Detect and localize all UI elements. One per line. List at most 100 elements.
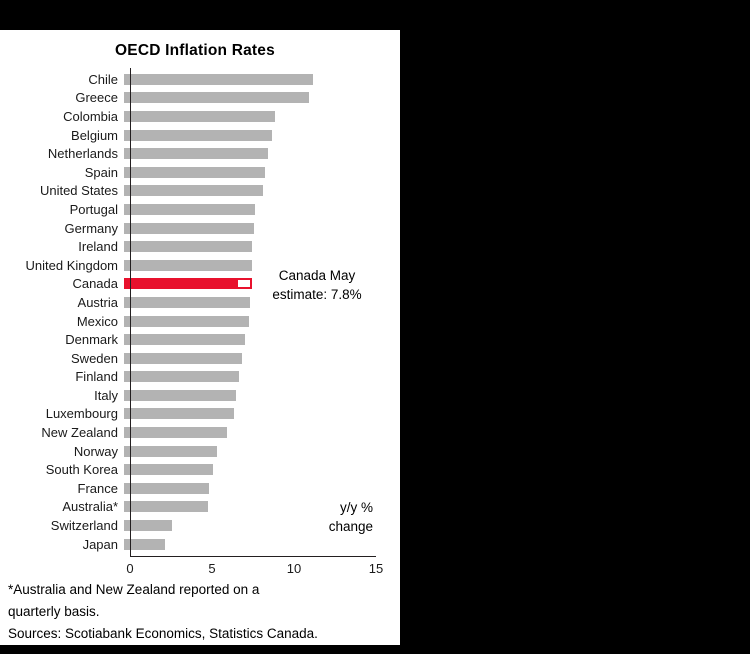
bar-area — [124, 70, 400, 89]
bar-area — [124, 386, 400, 405]
chart-row: Netherlands — [0, 144, 400, 163]
chart-row: Portugal — [0, 200, 400, 219]
chart-row: Italy — [0, 386, 400, 405]
category-label: Austria — [77, 294, 118, 310]
chart-row: Luxembourg — [0, 405, 400, 424]
bar — [124, 185, 264, 197]
footnotes: *Australia and New Zealand reported on a… — [8, 579, 392, 645]
category-label: United Kingdom — [25, 257, 119, 273]
chart-rows: Chile Greece Colombia Belgium Netherlands Spa… — [0, 70, 400, 553]
bar — [124, 148, 269, 160]
category-label: France — [77, 480, 118, 496]
category-label: Portugal — [69, 201, 118, 217]
bar-area — [124, 516, 400, 535]
chart-title: OECD Inflation Rates — [115, 42, 275, 59]
category-label: Netherlands — [47, 146, 118, 162]
x-axis-ticks: 0 5 10 15 — [0, 561, 400, 577]
bar — [124, 73, 313, 85]
bar — [124, 445, 218, 457]
x-tick-label: 5 — [208, 561, 216, 576]
category-label: Spain — [84, 164, 118, 180]
bar — [124, 110, 275, 122]
category-label: Denmark — [65, 332, 118, 348]
category-label: United States — [39, 183, 118, 199]
category-label: Sweden — [71, 350, 118, 366]
bar — [124, 315, 249, 327]
axis-unit-note: y/y % change — [329, 498, 373, 536]
bar-area — [124, 293, 400, 312]
bar-area — [124, 498, 400, 517]
bar-area — [124, 312, 400, 331]
category-label: Mexico — [76, 313, 118, 329]
bar-area — [124, 219, 400, 238]
bar-area — [124, 200, 400, 219]
bar-area — [124, 423, 400, 442]
chart-row: Norway — [0, 442, 400, 461]
chart-row: New Zealand — [0, 423, 400, 442]
category-label: Finland — [75, 369, 118, 385]
chart-row: South Korea — [0, 460, 400, 479]
bar-area — [124, 126, 400, 145]
bar-area — [124, 144, 400, 163]
category-label: Switzerland — [50, 518, 118, 534]
top-black-bar — [0, 0, 750, 30]
canada-bar-estimate — [235, 278, 252, 290]
bar — [124, 166, 266, 178]
bar-area — [124, 182, 400, 201]
bar — [124, 427, 228, 439]
bar — [124, 389, 236, 401]
chart-panel: OECD Inflation Rates Chile Greece Colombia… — [0, 30, 400, 645]
chart-row: United Kingdom — [0, 256, 400, 275]
bar-area — [124, 237, 400, 256]
bar — [124, 538, 165, 550]
bar-area — [124, 275, 400, 294]
chart-row: Sweden — [0, 349, 400, 368]
x-axis-line — [130, 556, 376, 557]
category-label: Canada — [72, 276, 118, 292]
chart-row: Colombia — [0, 107, 400, 126]
canada-annotation-line2: estimate: 7.8% — [272, 286, 362, 302]
bar — [124, 464, 213, 476]
axis-unit-line2: change — [328, 519, 373, 534]
category-label: Australia* — [62, 499, 118, 515]
category-label: Greece — [75, 90, 118, 106]
sources-line: Sources: Scotiabank Economics, Statistic… — [8, 626, 318, 641]
category-label: Colombia — [63, 108, 118, 124]
bar-area — [124, 163, 400, 182]
bar — [124, 352, 243, 364]
bar-area — [124, 107, 400, 126]
bar-area — [124, 330, 400, 349]
canada-bar-actual — [124, 278, 236, 290]
chart-row: Belgium — [0, 126, 400, 145]
category-label: South Korea — [45, 462, 118, 478]
y-axis-line — [130, 68, 131, 557]
category-label: Luxembourg — [45, 406, 118, 422]
bar-area — [124, 89, 400, 108]
chart-row: Spain — [0, 163, 400, 182]
bar — [124, 129, 272, 141]
chart-row: Greece — [0, 89, 400, 108]
category-label: Italy — [94, 387, 118, 403]
category-label: Germany — [64, 220, 118, 236]
chart-row: Finland — [0, 368, 400, 387]
category-label: Chile — [88, 71, 118, 87]
chart-row: Denmark — [0, 330, 400, 349]
bar — [124, 408, 234, 420]
x-tick-label: 15 — [368, 561, 384, 576]
bar — [124, 203, 256, 215]
chart-row: Canada — [0, 275, 400, 294]
bar-area — [124, 405, 400, 424]
chart-row: Germany — [0, 219, 400, 238]
chart-row: Austria — [0, 293, 400, 312]
bar-area — [124, 368, 400, 387]
chart-row: Japan — [0, 535, 400, 554]
bar-area — [124, 460, 400, 479]
category-label: Norway — [73, 443, 118, 459]
canada-annotation: Canada May estimate: 7.8% — [256, 267, 378, 304]
category-label: Ireland — [78, 239, 118, 255]
bar-area — [124, 535, 400, 554]
category-label: New Zealand — [41, 425, 118, 441]
axis-unit-line1: y/y % — [339, 500, 373, 515]
chart-row: Australia* — [0, 498, 400, 517]
